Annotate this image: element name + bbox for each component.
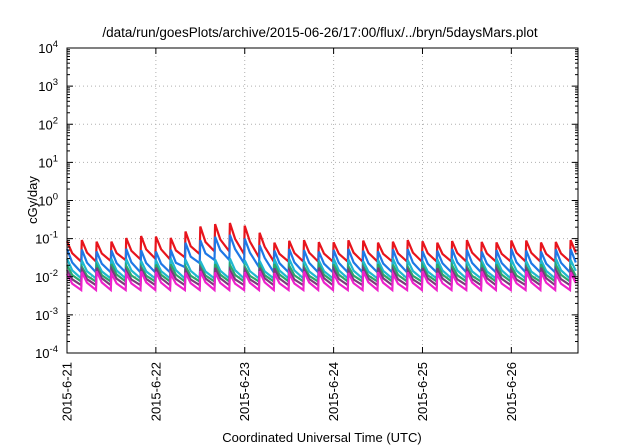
y-tick-label: 103 xyxy=(38,77,58,94)
y-axis-label: cGy/day xyxy=(25,176,40,224)
y-tick-label: 10-1 xyxy=(35,230,58,247)
y-axis: 10-4 10-3 10-2 10-1 100 101 102 103 104 xyxy=(35,39,578,361)
y-tick-label: 10-4 xyxy=(35,344,58,361)
x-tick-label: 2015-6-26 xyxy=(504,362,519,421)
x-tick-label: 2015-6-21 xyxy=(60,362,75,421)
grid xyxy=(67,48,578,353)
series-group xyxy=(65,222,577,293)
x-tick-label: 2015-6-25 xyxy=(415,362,430,421)
y-tick-label: 100 xyxy=(38,192,58,209)
y-tick-label: 102 xyxy=(38,115,58,132)
x-tick-label: 2015-6-23 xyxy=(237,362,252,421)
chart-title: /data/run/goesPlots/archive/2015-06-26/1… xyxy=(102,25,537,40)
y-tick-label: 101 xyxy=(38,153,58,170)
y-tick-label: 10-3 xyxy=(35,306,58,323)
x-axis: 2015-6-21 2015-6-22 2015-6-23 2015-6-24 2015… xyxy=(60,48,519,421)
series-line xyxy=(66,269,577,293)
x-tick-label: 2015-6-22 xyxy=(148,362,163,421)
x-tick-label: 2015-6-24 xyxy=(326,362,341,421)
y-tick-label: 104 xyxy=(38,39,58,56)
x-axis-label: Coordinated Universal Time (UTC) xyxy=(222,430,421,445)
y-tick-label: 10-2 xyxy=(35,268,58,285)
